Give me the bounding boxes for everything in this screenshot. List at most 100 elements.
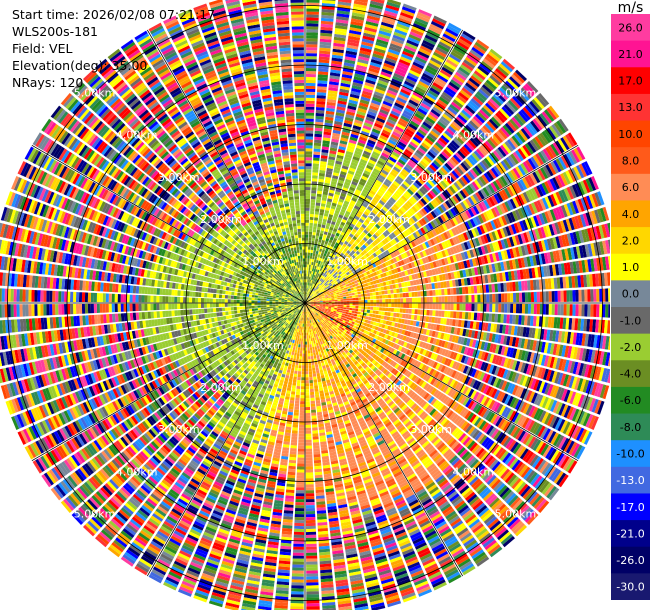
radar-gate (355, 303, 359, 306)
radar-gate (380, 208, 387, 215)
radar-gate (352, 82, 363, 88)
radar-gate (445, 200, 452, 209)
radar-gate (409, 186, 416, 194)
radar-gate (307, 288, 309, 292)
radar-gate (337, 100, 347, 105)
radar-gate (489, 136, 499, 147)
radar-gate (472, 72, 484, 83)
radar-gate (310, 252, 313, 256)
radar-gate (593, 289, 597, 302)
radar-gate (337, 275, 341, 279)
radar-gate (359, 136, 368, 142)
radar-gate (332, 48, 344, 54)
radar-gate (353, 257, 358, 262)
radar-gate (324, 240, 329, 245)
radar-gate (314, 139, 322, 144)
radar-gate (388, 303, 392, 308)
radar-gate (317, 190, 323, 195)
radar-gate (387, 307, 392, 312)
radar-gate (375, 223, 381, 230)
radar-gate (329, 211, 334, 216)
radar-gate (423, 70, 435, 79)
radar-gate (382, 307, 386, 311)
radar-gate (326, 264, 330, 268)
radar-gate (381, 169, 389, 176)
radar-gate (328, 255, 332, 260)
radar-gate (360, 266, 365, 270)
radar-gate (356, 255, 361, 260)
radar-gate (458, 287, 463, 295)
radar-gate (433, 104, 445, 113)
radar-gate (403, 109, 413, 117)
radar-gate (369, 230, 375, 236)
radar-gate (388, 86, 399, 94)
radar-gate (474, 179, 482, 189)
radar-gate (320, 158, 328, 162)
radar-gate (375, 85, 387, 92)
radar-gate (389, 197, 397, 204)
radar-gate (305, 100, 315, 104)
radar-gate (367, 12, 381, 19)
radar-gate (374, 266, 379, 272)
radar-gate (452, 99, 464, 109)
radar-gate (386, 236, 392, 242)
radar-gate (363, 170, 371, 176)
radar-gate (328, 153, 336, 158)
radar-gate (487, 183, 496, 194)
radar-gate (374, 231, 380, 237)
radar-gate (373, 50, 385, 57)
radar-gate (387, 227, 393, 234)
radar-gate (414, 151, 423, 160)
radar-gate (469, 168, 478, 179)
radar-gate (443, 30, 458, 40)
radar-gate (324, 179, 331, 184)
radar-gate (379, 303, 383, 307)
radar-gate (396, 96, 407, 104)
radar-gate (315, 269, 318, 273)
radar-gate (557, 138, 568, 152)
radar-gate (460, 176, 469, 186)
radar-gate (416, 221, 422, 228)
radar-gate (311, 184, 317, 188)
radar-gate (474, 93, 486, 104)
radar-gate (333, 228, 338, 233)
radar-gate (382, 65, 394, 73)
radar-gate (335, 112, 345, 117)
radar-gate (495, 68, 508, 79)
radar-gate (358, 303, 362, 306)
radar-gate (396, 219, 402, 226)
radar-gate (350, 161, 358, 167)
radar-gate (310, 293, 313, 297)
radar-gate (418, 9, 432, 18)
radar-gate (547, 162, 557, 175)
radar-gate (333, 237, 338, 242)
radar-gate (493, 206, 501, 217)
radar-gate (352, 9, 366, 15)
radar-gate (327, 96, 337, 101)
radar-gate (391, 206, 398, 213)
radar-gate (348, 225, 354, 231)
radar-gate (356, 260, 361, 265)
radar-gate (305, 198, 310, 202)
radar-gate (469, 137, 479, 147)
radar-gate (316, 199, 321, 203)
radar-gate (328, 214, 334, 218)
radar-gate (374, 245, 380, 251)
radar-gate (462, 295, 466, 303)
radar-gate (447, 209, 455, 218)
radar-gate (385, 92, 397, 99)
radar-gate (417, 107, 428, 116)
radar-gate (384, 294, 389, 299)
radar-gate (320, 227, 325, 232)
radar-gate (325, 207, 330, 211)
radar-gate (459, 295, 463, 303)
radar-gate (353, 262, 358, 267)
radar-gate (306, 298, 309, 301)
radar-gate (381, 217, 387, 223)
radar-gate (335, 25, 348, 30)
radar-gate (329, 226, 334, 231)
radar-gate (407, 314, 412, 320)
radar-gate (551, 124, 562, 137)
radar-gate (312, 169, 319, 173)
radar-gate (319, 245, 324, 250)
